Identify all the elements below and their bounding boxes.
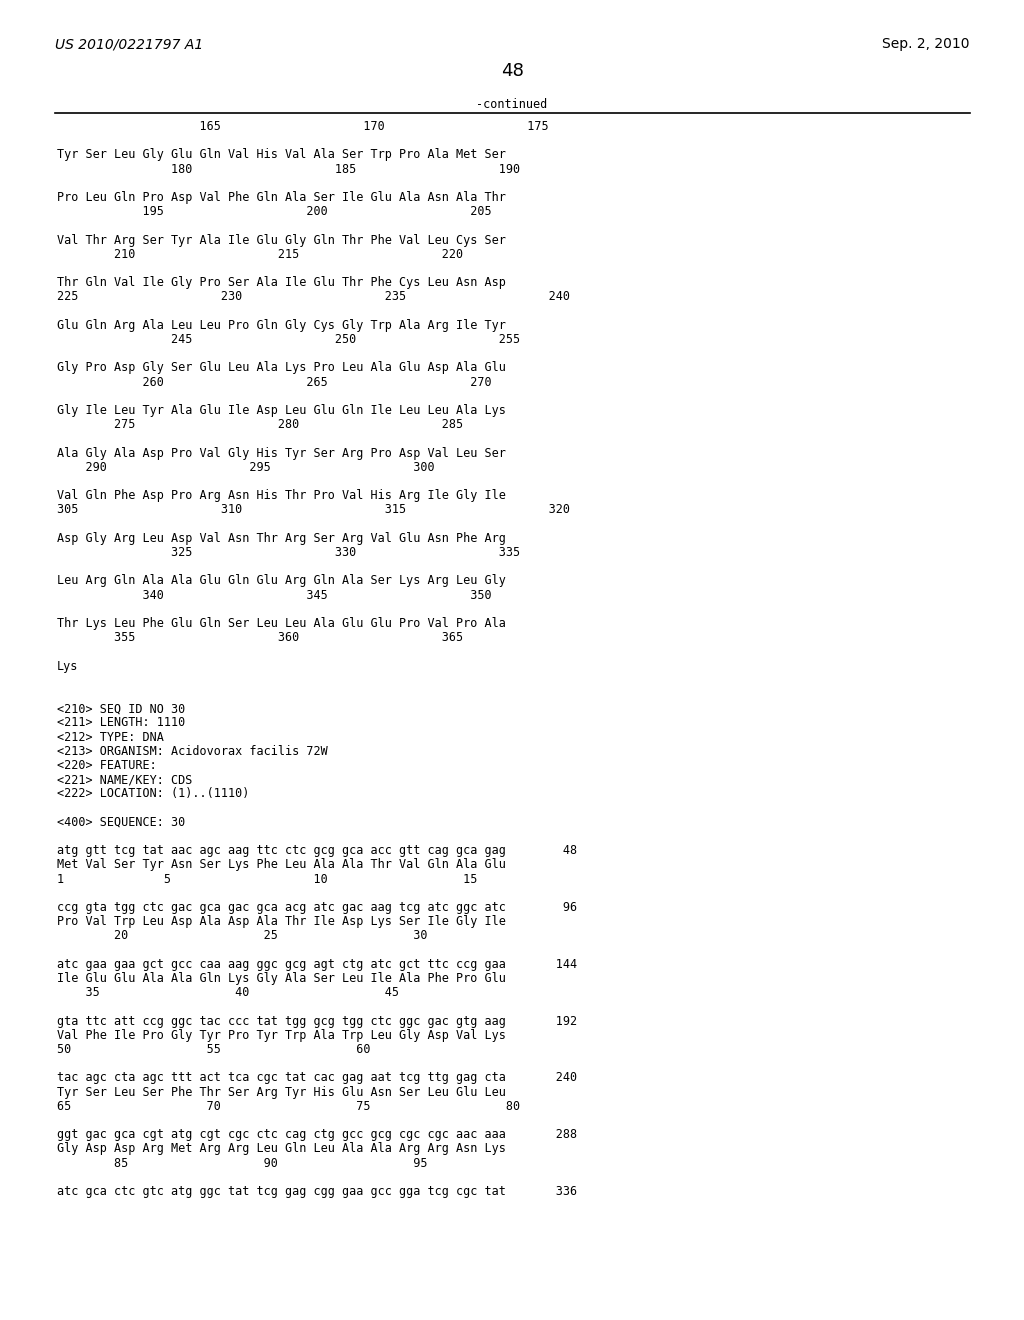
Text: Ile Glu Glu Ala Ala Gln Lys Gly Ala Ser Leu Ile Ala Phe Pro Glu: Ile Glu Glu Ala Ala Gln Lys Gly Ala Ser … xyxy=(57,972,506,985)
Text: Thr Gln Val Ile Gly Pro Ser Ala Ile Glu Thr Phe Cys Leu Asn Asp: Thr Gln Val Ile Gly Pro Ser Ala Ile Glu … xyxy=(57,276,506,289)
Text: Sep. 2, 2010: Sep. 2, 2010 xyxy=(883,37,970,51)
Text: Leu Arg Gln Ala Ala Glu Gln Glu Arg Gln Ala Ser Lys Arg Leu Gly: Leu Arg Gln Ala Ala Glu Gln Glu Arg Gln … xyxy=(57,574,506,587)
Text: Val Phe Ile Pro Gly Tyr Pro Tyr Trp Ala Trp Leu Gly Asp Val Lys: Val Phe Ile Pro Gly Tyr Pro Tyr Trp Ala … xyxy=(57,1028,506,1041)
Text: 50                   55                   60: 50 55 60 xyxy=(57,1043,371,1056)
Text: 35                   40                   45: 35 40 45 xyxy=(57,986,399,999)
Text: ggt gac gca cgt atg cgt cgc ctc cag ctg gcc gcg cgc cgc aac aaa       288: ggt gac gca cgt atg cgt cgc ctc cag ctg … xyxy=(57,1129,578,1142)
Text: 305                    310                    315                    320: 305 310 315 320 xyxy=(57,503,570,516)
Text: -continued: -continued xyxy=(476,98,548,111)
Text: Val Thr Arg Ser Tyr Ala Ile Glu Gly Gln Thr Phe Val Leu Cys Ser: Val Thr Arg Ser Tyr Ala Ile Glu Gly Gln … xyxy=(57,234,506,247)
Text: gta ttc att ccg ggc tac ccc tat tgg gcg tgg ctc ggc gac gtg aag       192: gta ttc att ccg ggc tac ccc tat tgg gcg … xyxy=(57,1015,578,1027)
Text: <220> FEATURE:: <220> FEATURE: xyxy=(57,759,157,772)
Text: atg gtt tcg tat aac agc aag ttc ctc gcg gca acc gtt cag gca gag        48: atg gtt tcg tat aac agc aag ttc ctc gcg … xyxy=(57,845,578,857)
Text: Gly Asp Asp Arg Met Arg Arg Leu Gln Leu Ala Ala Arg Arg Asn Lys: Gly Asp Asp Arg Met Arg Arg Leu Gln Leu … xyxy=(57,1142,506,1155)
Text: 260                    265                    270: 260 265 270 xyxy=(57,376,492,388)
Text: 355                    360                    365: 355 360 365 xyxy=(57,631,463,644)
Text: Val Gln Phe Asp Pro Arg Asn His Thr Pro Val His Arg Ile Gly Ile: Val Gln Phe Asp Pro Arg Asn His Thr Pro … xyxy=(57,490,506,502)
Text: 180                    185                    190: 180 185 190 xyxy=(57,162,520,176)
Text: Thr Lys Leu Phe Glu Gln Ser Leu Leu Ala Glu Glu Pro Val Pro Ala: Thr Lys Leu Phe Glu Gln Ser Leu Leu Ala … xyxy=(57,616,506,630)
Text: 210                    215                    220: 210 215 220 xyxy=(57,248,463,261)
Text: <211> LENGTH: 1110: <211> LENGTH: 1110 xyxy=(57,717,185,730)
Text: Gly Ile Leu Tyr Ala Glu Ile Asp Leu Glu Gln Ile Leu Leu Ala Lys: Gly Ile Leu Tyr Ala Glu Ile Asp Leu Glu … xyxy=(57,404,506,417)
Text: Met Val Ser Tyr Asn Ser Lys Phe Leu Ala Ala Thr Val Gln Ala Glu: Met Val Ser Tyr Asn Ser Lys Phe Leu Ala … xyxy=(57,858,506,871)
Text: <400> SEQUENCE: 30: <400> SEQUENCE: 30 xyxy=(57,816,185,829)
Text: Ala Gly Ala Asp Pro Val Gly His Tyr Ser Arg Pro Asp Val Leu Ser: Ala Gly Ala Asp Pro Val Gly His Tyr Ser … xyxy=(57,446,506,459)
Text: US 2010/0221797 A1: US 2010/0221797 A1 xyxy=(55,37,203,51)
Text: atc gaa gaa gct gcc caa aag ggc gcg agt ctg atc gct ttc ccg gaa       144: atc gaa gaa gct gcc caa aag ggc gcg agt … xyxy=(57,958,578,970)
Text: 275                    280                    285: 275 280 285 xyxy=(57,418,463,432)
Text: 245                    250                    255: 245 250 255 xyxy=(57,333,520,346)
Text: Asp Gly Arg Leu Asp Val Asn Thr Arg Ser Arg Val Glu Asn Phe Arg: Asp Gly Arg Leu Asp Val Asn Thr Arg Ser … xyxy=(57,532,506,545)
Text: Glu Gln Arg Ala Leu Leu Pro Gln Gly Cys Gly Trp Ala Arg Ile Tyr: Glu Gln Arg Ala Leu Leu Pro Gln Gly Cys … xyxy=(57,319,506,331)
Text: tac agc cta agc ttt act tca cgc tat cac gag aat tcg ttg gag cta       240: tac agc cta agc ttt act tca cgc tat cac … xyxy=(57,1072,578,1085)
Text: 290                    295                    300: 290 295 300 xyxy=(57,461,434,474)
Text: 195                    200                    205: 195 200 205 xyxy=(57,205,492,218)
Text: <210> SEQ ID NO 30: <210> SEQ ID NO 30 xyxy=(57,702,185,715)
Text: atc gca ctc gtc atg ggc tat tcg gag cgg gaa gcc gga tcg cgc tat       336: atc gca ctc gtc atg ggc tat tcg gag cgg … xyxy=(57,1185,578,1199)
Text: Gly Pro Asp Gly Ser Glu Leu Ala Lys Pro Leu Ala Glu Asp Ala Glu: Gly Pro Asp Gly Ser Glu Leu Ala Lys Pro … xyxy=(57,362,506,375)
Text: Pro Val Trp Leu Asp Ala Asp Ala Thr Ile Asp Lys Ser Ile Gly Ile: Pro Val Trp Leu Asp Ala Asp Ala Thr Ile … xyxy=(57,915,506,928)
Text: 1              5                    10                   15: 1 5 10 15 xyxy=(57,873,477,886)
Text: 20                   25                   30: 20 25 30 xyxy=(57,929,427,942)
Text: Tyr Ser Leu Ser Phe Thr Ser Arg Tyr His Glu Asn Ser Leu Glu Leu: Tyr Ser Leu Ser Phe Thr Ser Arg Tyr His … xyxy=(57,1085,506,1098)
Text: <221> NAME/KEY: CDS: <221> NAME/KEY: CDS xyxy=(57,774,193,787)
Text: Lys: Lys xyxy=(57,660,79,673)
Text: <213> ORGANISM: Acidovorax facilis 72W: <213> ORGANISM: Acidovorax facilis 72W xyxy=(57,744,328,758)
Text: Tyr Ser Leu Gly Glu Gln Val His Val Ala Ser Trp Pro Ala Met Ser: Tyr Ser Leu Gly Glu Gln Val His Val Ala … xyxy=(57,148,506,161)
Text: Pro Leu Gln Pro Asp Val Phe Gln Ala Ser Ile Glu Ala Asn Ala Thr: Pro Leu Gln Pro Asp Val Phe Gln Ala Ser … xyxy=(57,191,506,205)
Text: 85                   90                   95: 85 90 95 xyxy=(57,1156,427,1170)
Text: 165                    170                    175: 165 170 175 xyxy=(57,120,549,133)
Text: 225                    230                    235                    240: 225 230 235 240 xyxy=(57,290,570,304)
Text: <222> LOCATION: (1)..(1110): <222> LOCATION: (1)..(1110) xyxy=(57,788,250,800)
Text: ccg gta tgg ctc gac gca gac gca acg atc gac aag tcg atc ggc atc        96: ccg gta tgg ctc gac gca gac gca acg atc … xyxy=(57,902,578,913)
Text: <212> TYPE: DNA: <212> TYPE: DNA xyxy=(57,730,164,743)
Text: 340                    345                    350: 340 345 350 xyxy=(57,589,492,602)
Text: 48: 48 xyxy=(501,62,523,81)
Text: 325                    330                    335: 325 330 335 xyxy=(57,546,520,558)
Text: 65                   70                   75                   80: 65 70 75 80 xyxy=(57,1100,520,1113)
